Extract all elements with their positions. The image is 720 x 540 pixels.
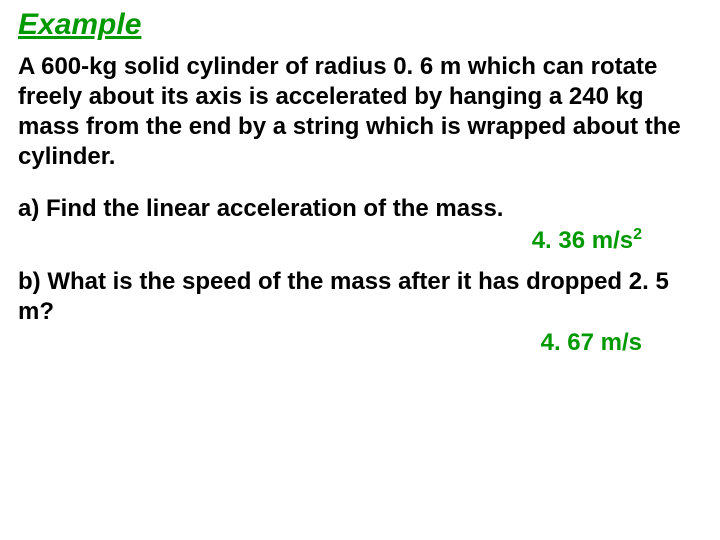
- answer-a-exponent: 2: [633, 226, 642, 243]
- problem-statement: A 600-kg solid cylinder of radius 0. 6 m…: [18, 52, 702, 172]
- example-title: Example: [18, 8, 702, 42]
- answer-a-value: 4. 36 m/s: [532, 227, 633, 254]
- answer-a: 4. 36 m/s2: [18, 226, 702, 255]
- question-b: b) What is the speed of the mass after i…: [18, 267, 702, 327]
- answer-b: 4. 67 m/s: [18, 329, 702, 357]
- question-a: a) Find the linear acceleration of the m…: [18, 194, 702, 224]
